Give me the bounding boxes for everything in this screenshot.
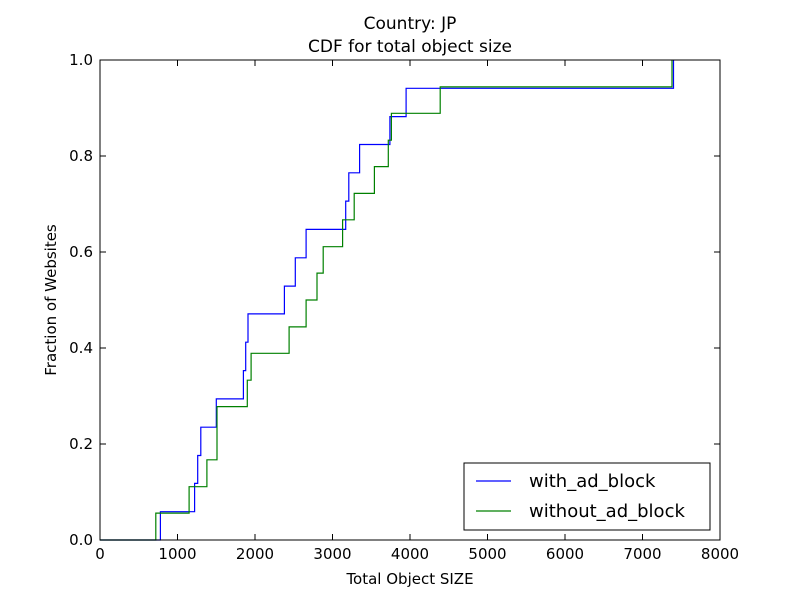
series-line-without-ad-block bbox=[100, 60, 673, 541]
x-tick-label: 1000 bbox=[158, 545, 196, 563]
legend-label-with-ad-block: with_ad_block bbox=[529, 471, 656, 492]
chart-subtitle: CDF for total object size bbox=[308, 37, 512, 57]
x-tick-label: 3000 bbox=[313, 545, 351, 563]
legend: with_ad_block without_ad_block bbox=[463, 462, 711, 531]
legend-box bbox=[463, 462, 711, 531]
x-axis-label: Total Object SIZE bbox=[345, 570, 473, 588]
legend-label-without-ad-block: without_ad_block bbox=[529, 501, 685, 522]
x-tick-label: 7000 bbox=[623, 545, 661, 563]
y-tick-label: 0.2 bbox=[69, 435, 93, 453]
y-tick-label: 0.6 bbox=[69, 243, 93, 261]
x-tick-label: 2000 bbox=[236, 545, 274, 563]
x-tick-label: 4000 bbox=[391, 545, 429, 563]
x-tick-label: 6000 bbox=[546, 545, 584, 563]
x-tick-label: 0 bbox=[95, 545, 105, 563]
x-tick-label: 5000 bbox=[468, 545, 506, 563]
chart-title: Country: JP bbox=[364, 14, 457, 34]
x-tick-label: 8000 bbox=[701, 545, 739, 563]
y-tick-label: 0.8 bbox=[69, 147, 93, 165]
series-line-with-ad-block bbox=[100, 60, 675, 541]
y-tick-label: 1.0 bbox=[69, 51, 93, 69]
plot-series bbox=[100, 60, 675, 541]
axis-ticks: 0 1000 2000 3000 4000 5000 6000 7000 8000 0.0 0.2 0… bbox=[69, 51, 739, 563]
y-tick-label: 0.0 bbox=[69, 531, 93, 549]
y-axis-label: Fraction of Websites bbox=[42, 224, 60, 376]
y-tick-label: 0.4 bbox=[69, 339, 93, 357]
